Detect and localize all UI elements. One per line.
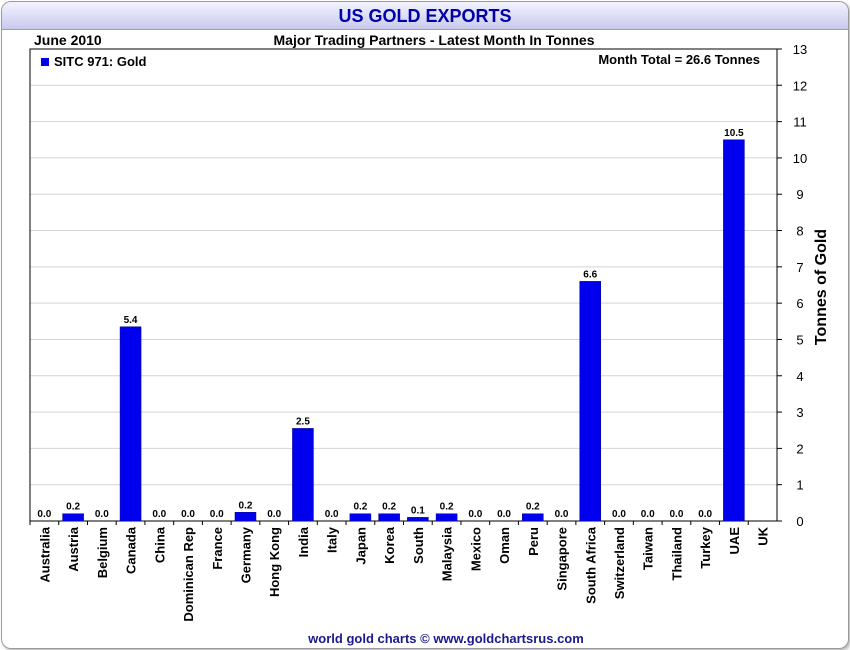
bar	[435, 513, 458, 522]
chart-title-bar: US GOLD EXPORTS	[2, 2, 848, 30]
x-category-label: UK	[756, 526, 771, 545]
data-label: 0.0	[210, 509, 224, 520]
y-tick-label: 2	[796, 441, 803, 456]
y-tick-label: 7	[796, 260, 803, 275]
data-label: 0.2	[66, 502, 80, 513]
y-tick-label: 10	[793, 151, 807, 166]
x-category-label: Italy	[325, 526, 340, 553]
date-label: June 2010	[34, 32, 102, 48]
data-label: 10.5	[724, 128, 744, 139]
bar	[292, 428, 314, 522]
bar	[407, 517, 429, 522]
x-category-label: Australia	[37, 526, 52, 582]
legend-swatch	[41, 58, 49, 66]
bars: 0.0 0.2 0.0 5.4 0.0 0.0 0.0 0.2 0.0 2.5 0.0 0.2 0.2 0…	[37, 128, 745, 522]
y-tick-label: 12	[793, 78, 807, 93]
data-label: 0.2	[382, 502, 396, 513]
data-label: 0.0	[669, 509, 683, 520]
chart-subtitle: Major Trading Partners - Latest Month In…	[274, 32, 595, 48]
x-category-label: South Africa	[583, 526, 598, 604]
y-tick-label: 3	[796, 405, 803, 420]
data-label: 0.0	[641, 509, 655, 520]
bar	[579, 281, 601, 522]
x-category-label: Japan	[353, 527, 368, 565]
data-label: 0.0	[152, 509, 166, 520]
x-category-label: France	[210, 527, 225, 570]
x-category-label: Mexico	[468, 527, 483, 571]
x-category-label: Germany	[238, 526, 253, 583]
x-category-label: Hong Kong	[267, 527, 282, 597]
credit-text: world gold charts © www.goldchartsrus.co…	[307, 631, 584, 646]
data-label: 0.0	[325, 509, 339, 520]
chart-title: US GOLD EXPORTS	[338, 6, 512, 26]
data-label: 0.2	[353, 502, 367, 513]
x-category-label: UAE	[727, 527, 742, 555]
plot-area	[29, 48, 778, 522]
data-label: 0.1	[411, 505, 425, 516]
x-category-label: Belgium	[95, 527, 110, 578]
y-axis-label: Tonnes of Gold	[813, 229, 830, 345]
x-category-label: Thailand	[669, 527, 684, 581]
y-tick-label: 5	[796, 332, 803, 347]
data-label: 0.0	[37, 509, 51, 520]
y-tick-label: 1	[796, 478, 803, 493]
y-tick-label: 13	[793, 42, 807, 57]
data-label: 0.0	[497, 509, 511, 520]
x-category-label: India	[296, 526, 311, 557]
legend-label: SITC 971: Gold	[54, 54, 147, 69]
x-category-label: South	[411, 527, 426, 564]
y-tick-label: 0	[796, 514, 803, 529]
data-label: 6.6	[583, 269, 597, 280]
x-category-label: Canada	[124, 526, 139, 574]
data-label: 0.2	[526, 502, 540, 513]
bar	[62, 513, 84, 522]
bar	[234, 512, 257, 522]
bar	[522, 513, 544, 522]
x-category-label: Austria	[66, 526, 81, 572]
data-label: 5.4	[124, 315, 138, 326]
x-category-label: Peru	[526, 527, 541, 556]
data-label: 2.5	[296, 416, 310, 427]
x-category-label: Singapore	[555, 527, 570, 591]
y-tick-label: 11	[793, 115, 807, 130]
x-category-label: China	[152, 526, 167, 563]
bar	[349, 513, 372, 522]
data-label: 0.2	[440, 502, 454, 513]
bar	[378, 513, 400, 522]
month-total-annotation: Month Total = 26.6 Tonnes	[598, 52, 760, 67]
y-tick-label: 4	[796, 369, 803, 384]
x-category-label: Korea	[382, 526, 397, 564]
bar	[119, 326, 142, 522]
data-label: 0.0	[181, 509, 195, 520]
x-category-label: Dominican Rep	[181, 527, 196, 622]
x-category-label: Malaysia	[440, 526, 455, 581]
y-tick-label: 8	[796, 224, 803, 239]
x-category-label: Taiwan	[641, 527, 656, 570]
gridlines	[30, 84, 777, 486]
y-tick-label: 6	[796, 296, 803, 311]
y-tick-label: 9	[796, 187, 803, 202]
data-label: 0.0	[698, 509, 712, 520]
bar	[723, 139, 745, 522]
x-category-label: Oman	[497, 527, 512, 564]
data-label: 0.0	[267, 509, 281, 520]
x-category-label: Switzerland	[612, 527, 627, 599]
x-category-label: Turkey	[698, 526, 713, 568]
x-axis-labels: Australia Austria Belgium Canada China Domini…	[29, 521, 771, 622]
data-label: 0.0	[468, 509, 482, 520]
data-label: 0.2	[239, 500, 253, 511]
data-label: 0.0	[612, 509, 626, 520]
data-label: 0.0	[95, 509, 109, 520]
data-label: 0.0	[555, 509, 569, 520]
